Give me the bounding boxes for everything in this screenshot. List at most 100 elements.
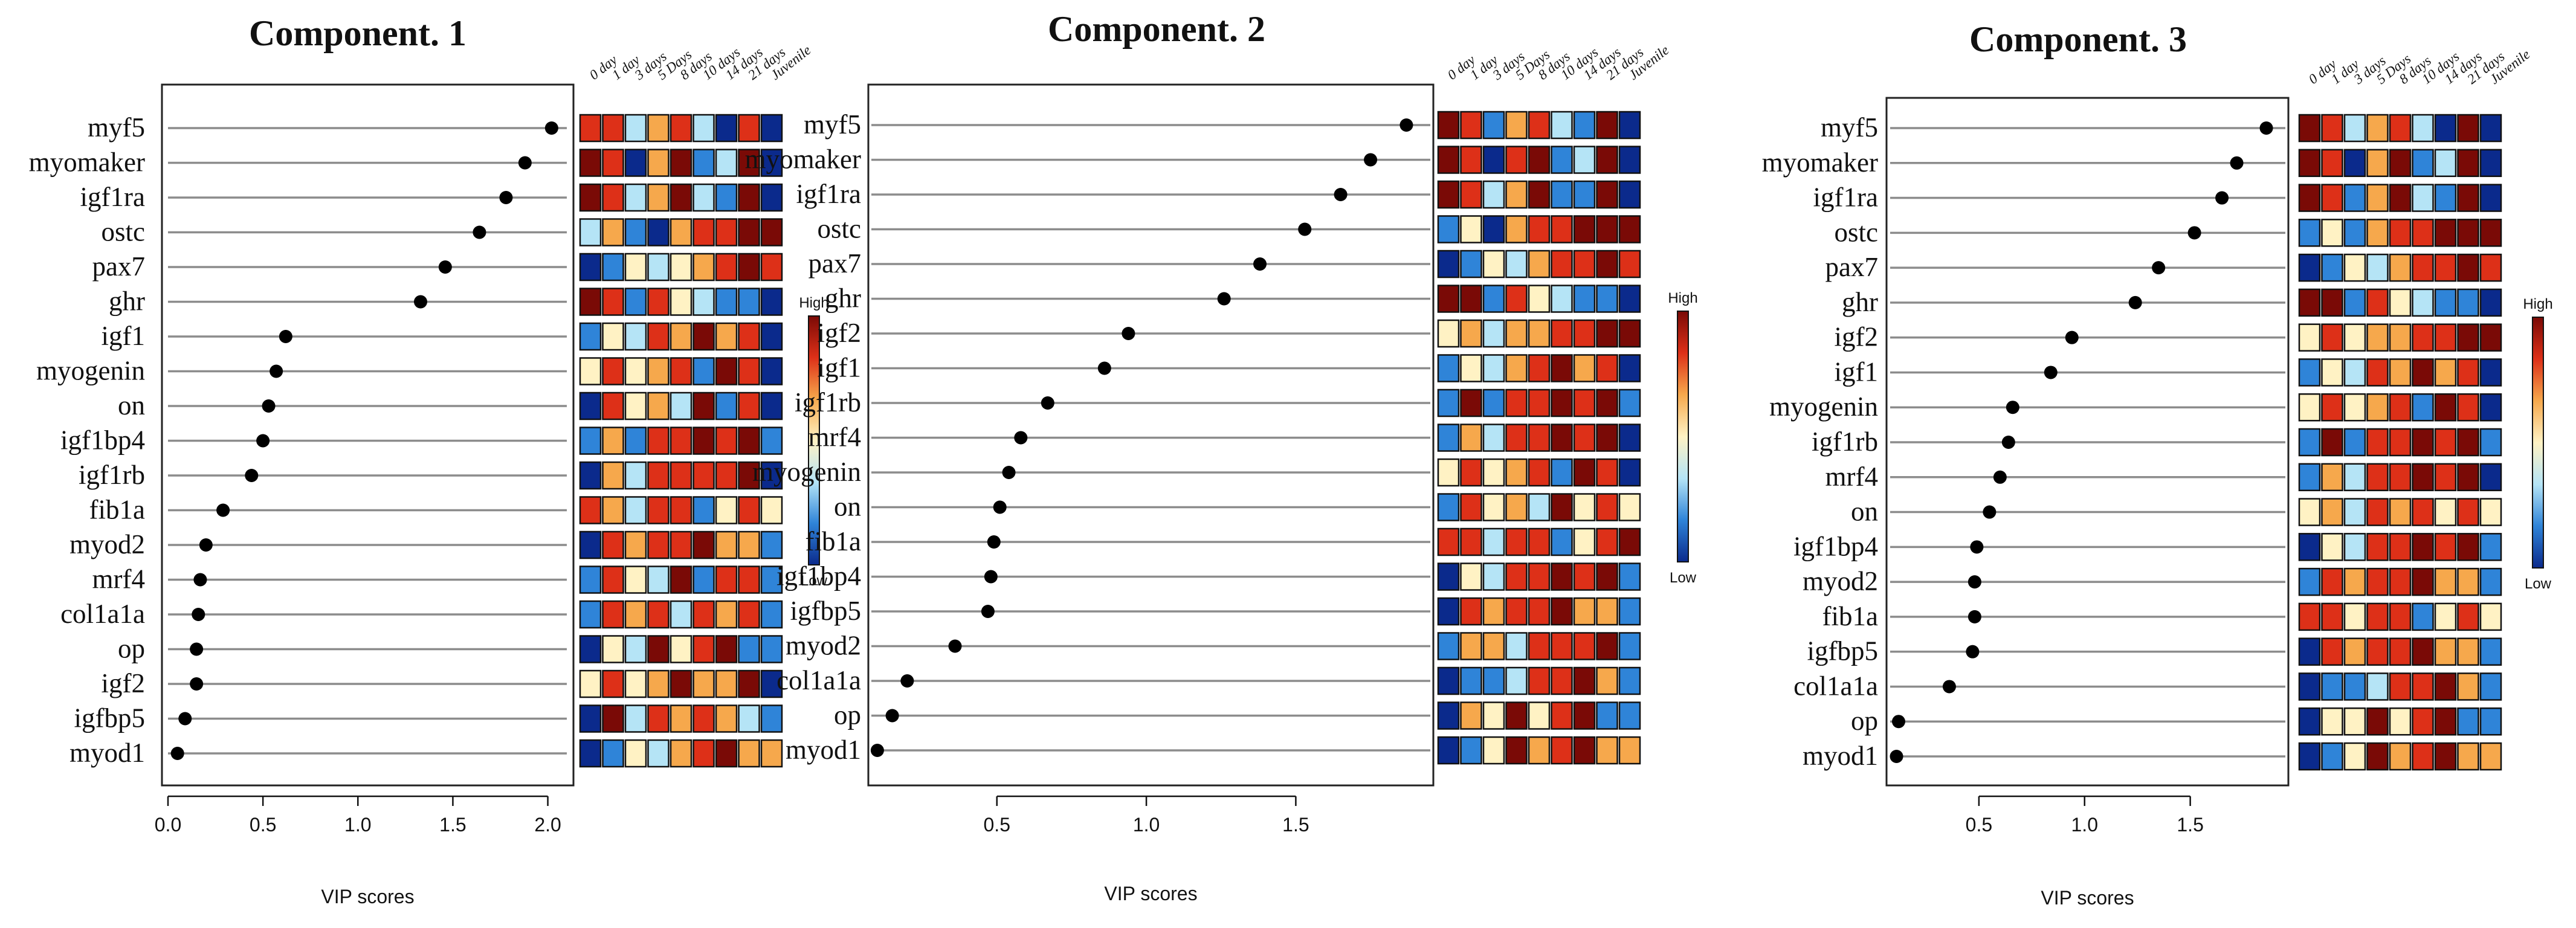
x-tick-label: 0.0 [155, 814, 181, 836]
heatmap-cell [2457, 393, 2479, 422]
heatmap-cell [1482, 666, 1505, 695]
heatmap-cell [1551, 285, 1573, 313]
heatmap-cell [2343, 463, 2366, 492]
heatmap-cell [2298, 637, 2321, 666]
heatmap-cell [2343, 533, 2366, 561]
heatmap-cell [1551, 354, 1573, 382]
gene-label: op [834, 700, 861, 730]
heatmap-cell [2412, 149, 2434, 178]
gene-label: igf1bp4 [776, 561, 861, 591]
heatmap-cell [715, 114, 738, 143]
heatmap-cell [2343, 602, 2366, 631]
heatmap-cell [2321, 358, 2343, 387]
heatmap-cell [1528, 354, 1551, 382]
heatmap-cell [2479, 742, 2502, 771]
x-tick-label: 1.0 [2071, 814, 2098, 836]
heatmap-cell [2389, 149, 2412, 178]
heatmap-cell [1551, 527, 1573, 556]
vip-point [900, 674, 914, 688]
heatmap-cell [2389, 533, 2412, 561]
heatmap-cell [692, 149, 715, 177]
vip-point [1891, 715, 1905, 729]
heatmap-cell [2366, 184, 2389, 212]
heatmap-cell [1437, 666, 1460, 695]
heatmap-cell [2321, 428, 2343, 457]
vip-point [1983, 505, 1997, 519]
heatmap-cell [2321, 567, 2343, 596]
heatmap-cell [715, 461, 738, 490]
heatmap-cell [1573, 527, 1596, 556]
vip-point [270, 364, 283, 378]
heatmap-cell [2412, 184, 2434, 212]
heatmap-cell [2434, 428, 2457, 457]
heatmap-cell [1551, 736, 1573, 765]
heatmap-cell [1618, 632, 1641, 660]
heatmap-cell [2389, 637, 2412, 666]
gene-label: fib1a [1822, 601, 1878, 631]
heatmap-cell [1573, 424, 1596, 452]
heatmap-cell [647, 530, 670, 559]
vip-point [981, 605, 995, 618]
heatmap-cell [1596, 458, 1618, 487]
heatmap-cell [2343, 393, 2366, 422]
heatmap-cell [738, 357, 760, 385]
heatmap-cell [2298, 393, 2321, 422]
heatmap-cell [2434, 393, 2457, 422]
heatmap-cell [738, 392, 760, 420]
gene-label: pax7 [92, 251, 145, 282]
vip-point [2001, 436, 2015, 449]
vip-point [1968, 610, 1981, 624]
heatmap-cell [1482, 458, 1505, 487]
heatmap-cell [2434, 114, 2457, 143]
heatmap-cell [1618, 424, 1641, 452]
heatmap-cell [1528, 666, 1551, 695]
heatmap-cell [1618, 701, 1641, 730]
heatmap-cell [1437, 736, 1460, 765]
heatmap-cell [647, 183, 670, 212]
gene-label: myomaker [1762, 147, 1878, 178]
heatmap-cell [1528, 736, 1551, 765]
gene-label: myomaker [745, 144, 861, 175]
heatmap-cell [579, 461, 602, 490]
heatmap-cell [2298, 358, 2321, 387]
heatmap-cell [692, 600, 715, 629]
heatmap-cell [647, 218, 670, 246]
vip-point [885, 709, 899, 723]
heatmap-cell [2434, 463, 2457, 492]
heatmap-cell [2412, 533, 2434, 561]
heatmap-cell [602, 739, 624, 768]
heatmap-cell [647, 496, 670, 524]
heatmap-cell [624, 357, 647, 385]
heatmap-cell [692, 183, 715, 212]
heatmap-cell [1482, 146, 1505, 174]
heatmap-cell [2366, 114, 2389, 143]
gene-label: igfbp5 [74, 703, 146, 733]
heatmap-cell [1596, 146, 1618, 174]
heatmap-cell [1618, 146, 1641, 174]
heatmap-cell [1528, 319, 1551, 348]
heatmap-cell [2457, 637, 2479, 666]
heatmap-cell [1596, 285, 1618, 313]
heatmap-cell [2434, 533, 2457, 561]
heatmap-cell [2298, 672, 2321, 701]
x-tick-label: 0.5 [1966, 814, 1992, 836]
heatmap-cell [624, 635, 647, 663]
heatmap-cell [692, 496, 715, 524]
gene-label: ghr [109, 286, 145, 317]
vip-point [279, 330, 292, 343]
legend-high-label: High [1668, 290, 1697, 306]
heatmap-cell [715, 149, 738, 177]
vip-point [1041, 396, 1054, 410]
heatmap-cell [1573, 562, 1596, 591]
heatmap-cell [1482, 180, 1505, 209]
heatmap-cell [1437, 285, 1460, 313]
heatmap-cell [2479, 567, 2502, 596]
heatmap-cell [602, 600, 624, 629]
heatmap-cell [2366, 742, 2389, 771]
heatmap-cell [647, 461, 670, 490]
heatmap-cell [2343, 184, 2366, 212]
heatmap-cell [2412, 707, 2434, 736]
heatmap-cell [692, 427, 715, 455]
heatmap-cell [1437, 632, 1460, 660]
heatmap-cell [1460, 493, 1482, 521]
